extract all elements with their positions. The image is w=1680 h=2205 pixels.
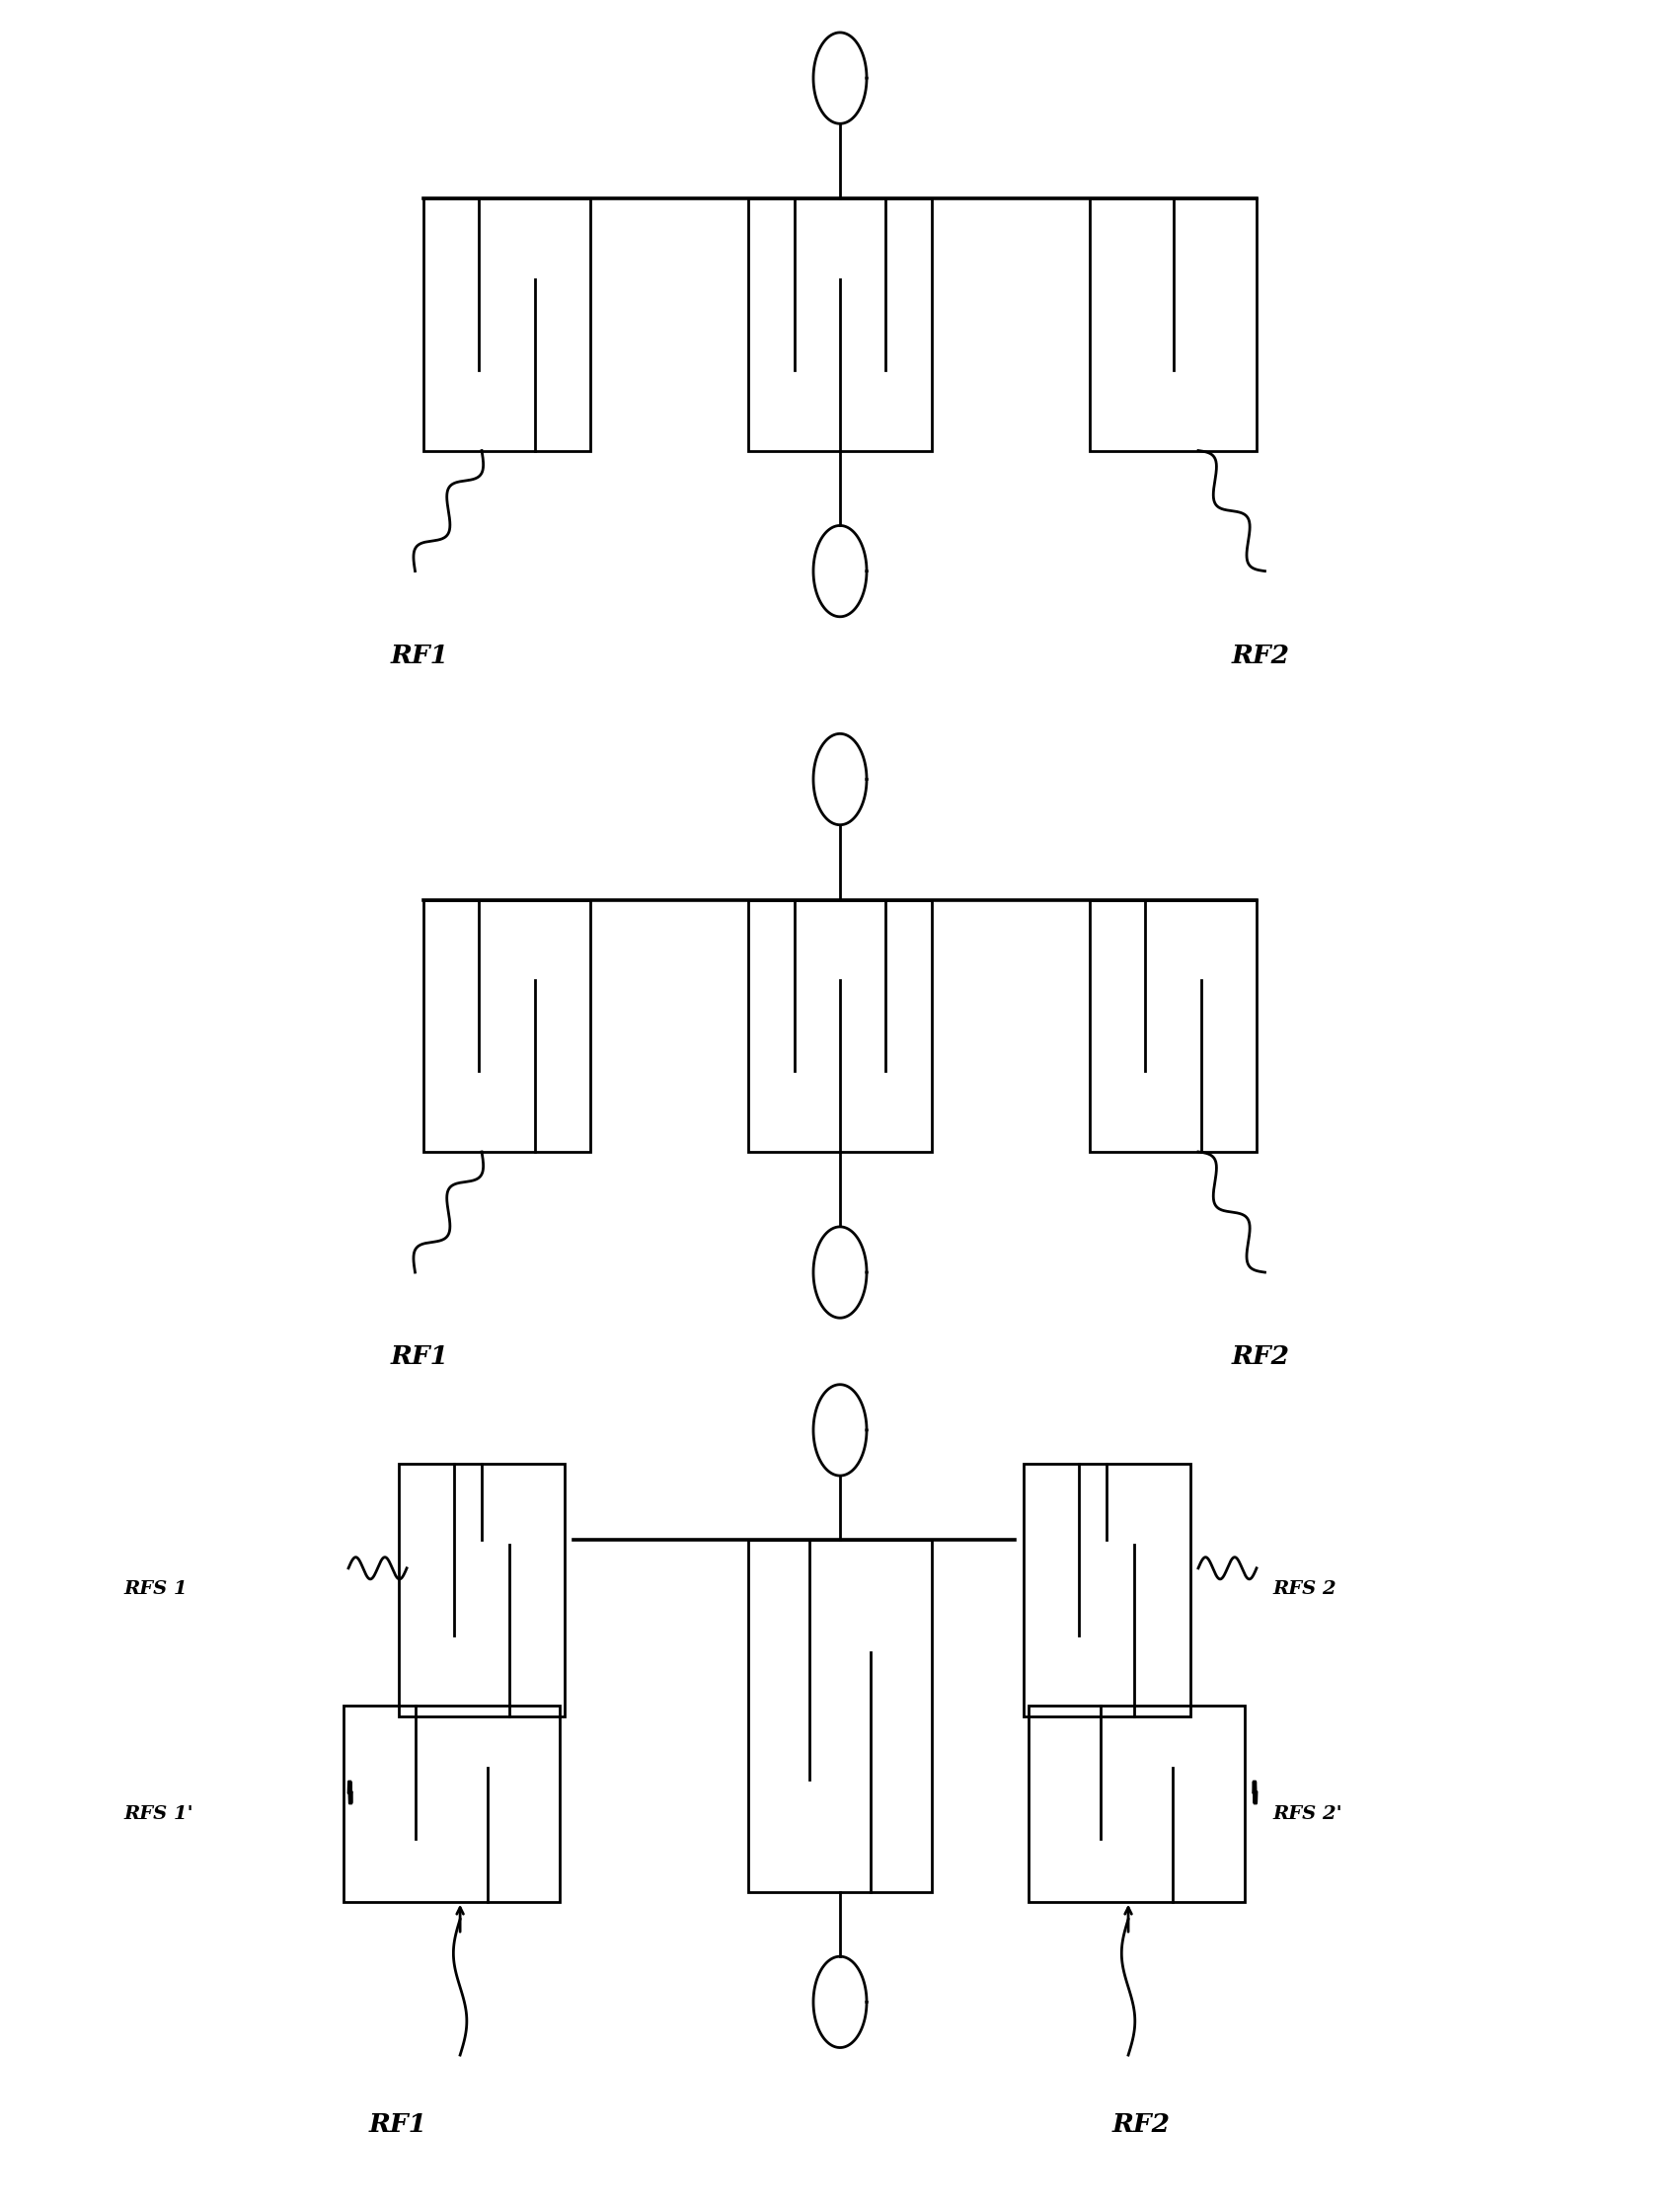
Text: RF1: RF1 (368, 2112, 427, 2137)
Text: RF1: RF1 (390, 1345, 449, 1369)
Text: RF2: RF2 (1112, 2112, 1169, 2137)
Text: RFS 2: RFS 2 (1273, 1581, 1337, 1599)
Text: RF2: RF2 (1231, 644, 1290, 668)
Text: RF1: RF1 (390, 644, 449, 668)
Text: RF2: RF2 (1231, 1345, 1290, 1369)
Text: RFS 2': RFS 2' (1273, 1806, 1342, 1824)
Text: RFS 1': RFS 1' (124, 1806, 193, 1824)
Text: RFS 1: RFS 1 (124, 1581, 186, 1599)
